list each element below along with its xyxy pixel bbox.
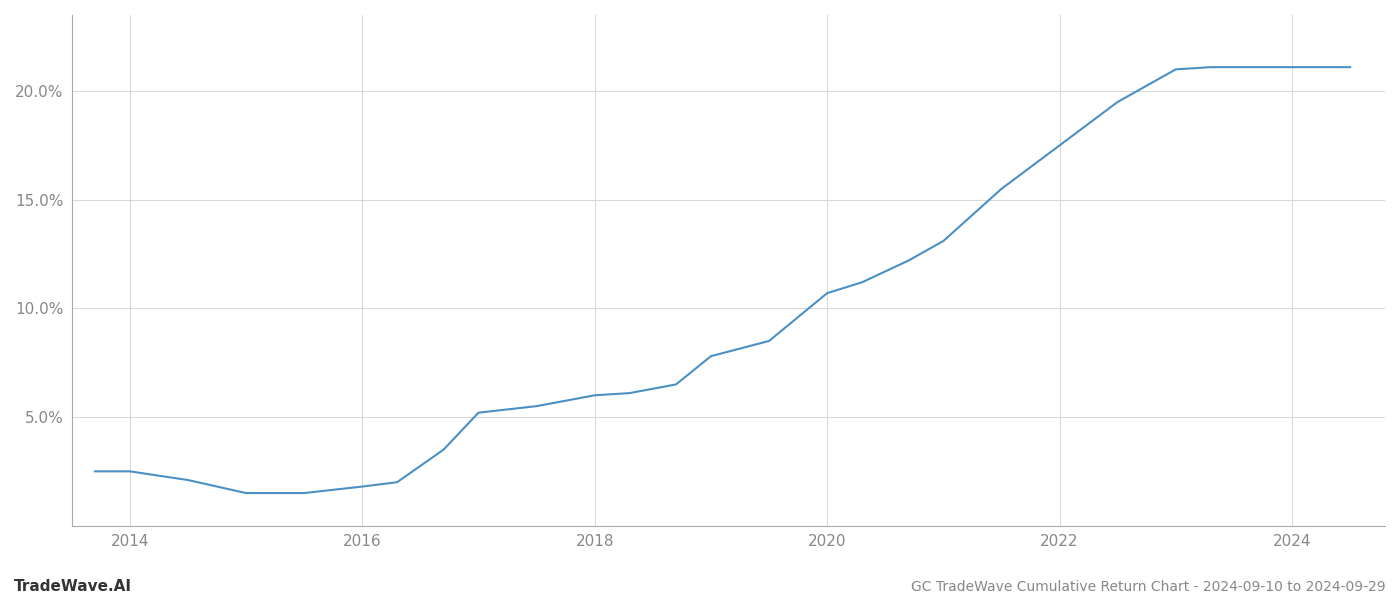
Text: GC TradeWave Cumulative Return Chart - 2024-09-10 to 2024-09-29: GC TradeWave Cumulative Return Chart - 2… xyxy=(911,580,1386,594)
Text: TradeWave.AI: TradeWave.AI xyxy=(14,579,132,594)
